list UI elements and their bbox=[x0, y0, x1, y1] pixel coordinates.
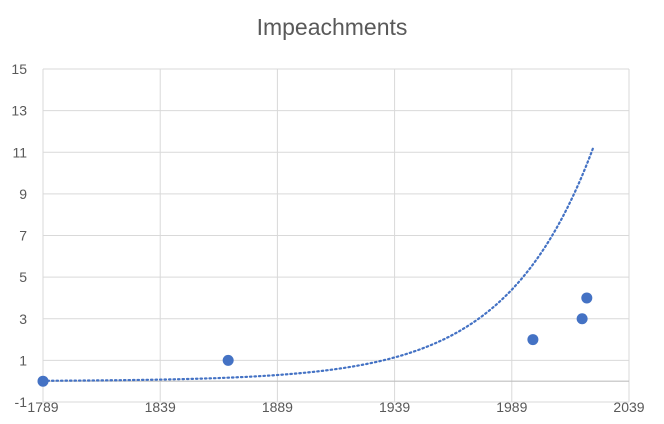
x-tick-label: 2039 bbox=[613, 399, 644, 415]
x-tick-label: 1839 bbox=[145, 399, 176, 415]
y-tick-label: 5 bbox=[19, 269, 27, 285]
x-tick-label: 1789 bbox=[27, 399, 58, 415]
x-tick-label: 1939 bbox=[379, 399, 410, 415]
y-tick-label: 11 bbox=[12, 144, 27, 160]
y-tick-label: 3 bbox=[19, 311, 27, 327]
trendline bbox=[41, 144, 595, 382]
data-points bbox=[37, 292, 593, 387]
y-tick-label: 15 bbox=[11, 61, 27, 77]
y-tick-label: 13 bbox=[11, 103, 27, 119]
tick-labels: 15 13 11 9 7 5 3 1 -1 1789 1839 1889 1939 1989 2039 bbox=[11, 61, 644, 415]
x-tick-label: 1989 bbox=[496, 399, 527, 415]
data-point bbox=[222, 354, 234, 366]
y-tick-label: 9 bbox=[19, 186, 27, 202]
y-tick-label: -1 bbox=[15, 394, 28, 410]
data-point bbox=[576, 313, 588, 325]
grid-layer bbox=[42, 68, 630, 403]
data-point bbox=[37, 375, 49, 387]
x-tick-label: 1889 bbox=[262, 399, 293, 415]
data-point bbox=[581, 292, 593, 304]
data-point bbox=[527, 334, 539, 346]
y-tick-label: 7 bbox=[19, 228, 27, 244]
chart-title: Impeachments bbox=[256, 14, 408, 40]
y-tick-label: 1 bbox=[19, 352, 27, 368]
trendline-layer bbox=[41, 144, 595, 382]
